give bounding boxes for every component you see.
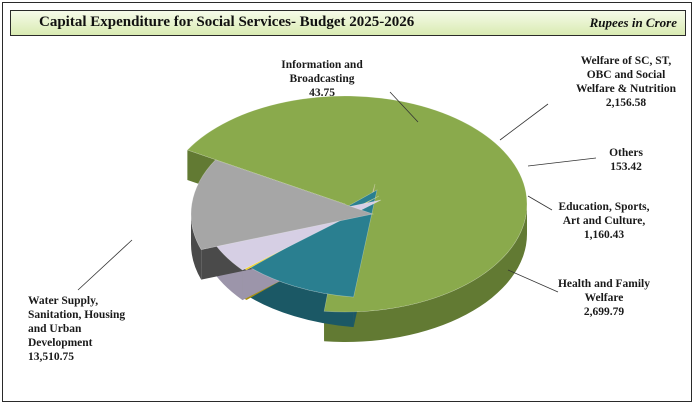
slice-label-line-information-and-broadcasting: Information and: [281, 59, 363, 71]
slice-label-line-health-and-family-welfare: Welfare: [585, 292, 624, 304]
slice-value-welfare-of-sc-st-obc-and-social-welfare-nutrition: 2,156.58: [606, 97, 647, 109]
leader-line-health-and-family-welfare: [507, 269, 559, 293]
slice-label-line-water-supply-sanitation-housing-and-urban-development: Development: [28, 337, 93, 349]
slice-value-health-and-family-welfare: 2,699.79: [584, 306, 625, 318]
slice-value-education-sports-art-and-culture: 1,160.43: [584, 229, 625, 241]
slice-label-line-health-and-family-welfare: Health and Family: [558, 278, 650, 290]
chart-title: Capital Expenditure for Social Services-…: [39, 14, 415, 30]
slice-value-water-supply-sanitation-housing-and-urban-development: 13,510.75: [28, 351, 74, 363]
slice-label-line-welfare-of-sc-st-obc-and-social-welfare-nutrition: Welfare & Nutrition: [576, 83, 677, 95]
slice-value-others: 153.42: [610, 161, 642, 173]
leader-line-education-sports-art-and-culture: [527, 195, 553, 211]
slice-label-line-education-sports-art-and-culture: Education, Sports,: [558, 201, 649, 213]
pie-side-water-supply-sanitation-housing-and-urban-development: [324, 204, 527, 342]
slice-label-line-education-sports-art-and-culture: Art and Culture,: [563, 215, 646, 227]
pie-side-health-and-family-welfare: [191, 214, 202, 280]
pie-slice-health-and-family-welfare: [190, 159, 375, 250]
slice-label-information-and-broadcasting: Information and Broadcasting 43.75: [281, 59, 363, 99]
slice-label-line-welfare-of-sc-st-obc-and-social-welfare-nutrition: Welfare of SC, ST,: [581, 55, 672, 67]
title-bar: Capital Expenditure for Social Services-…: [10, 10, 686, 36]
slice-label-line-water-supply-sanitation-housing-and-urban-development: Water Supply,: [28, 295, 98, 307]
slice-label-line-others: Others: [609, 147, 643, 159]
slice-label-line-information-and-broadcasting: Broadcasting: [290, 73, 355, 85]
slice-value-information-and-broadcasting: 43.75: [309, 87, 335, 99]
leader-line-information-and-broadcasting: [389, 91, 419, 123]
slice-label-line-welfare-of-sc-st-obc-and-social-welfare-nutrition: OBC and Social: [587, 69, 666, 81]
slice-label-line-water-supply-sanitation-housing-and-urban-development: and Urban: [28, 323, 82, 335]
leader-line-water-supply-sanitation-housing-and-urban-development: [77, 239, 133, 291]
slice-label-water-supply-sanitation-housing-and-urban-development: Water Supply, Sanitation, Housing and Urba…: [28, 295, 125, 363]
slice-label-health-and-family-welfare: Health and Family Welfare 2,699.79: [558, 278, 650, 318]
units-label: Rupees in Crore: [589, 15, 677, 30]
leader-line-welfare-of-sc-st-obc-and-social-welfare-nutrition: [499, 103, 549, 141]
slice-label-others: Others 153.42: [609, 147, 643, 173]
slice-label-welfare-of-sc-st-obc-and-social-welfare-nutrition: Welfare of SC, ST, OBC and Social Welfare …: [576, 55, 677, 109]
slice-label-line-water-supply-sanitation-housing-and-urban-development: Sanitation, Housing: [28, 309, 125, 321]
leader-line-others: [527, 157, 597, 167]
slice-label-education-sports-art-and-culture: Education, Sports, Art and Culture, 1,160.…: [558, 201, 649, 241]
